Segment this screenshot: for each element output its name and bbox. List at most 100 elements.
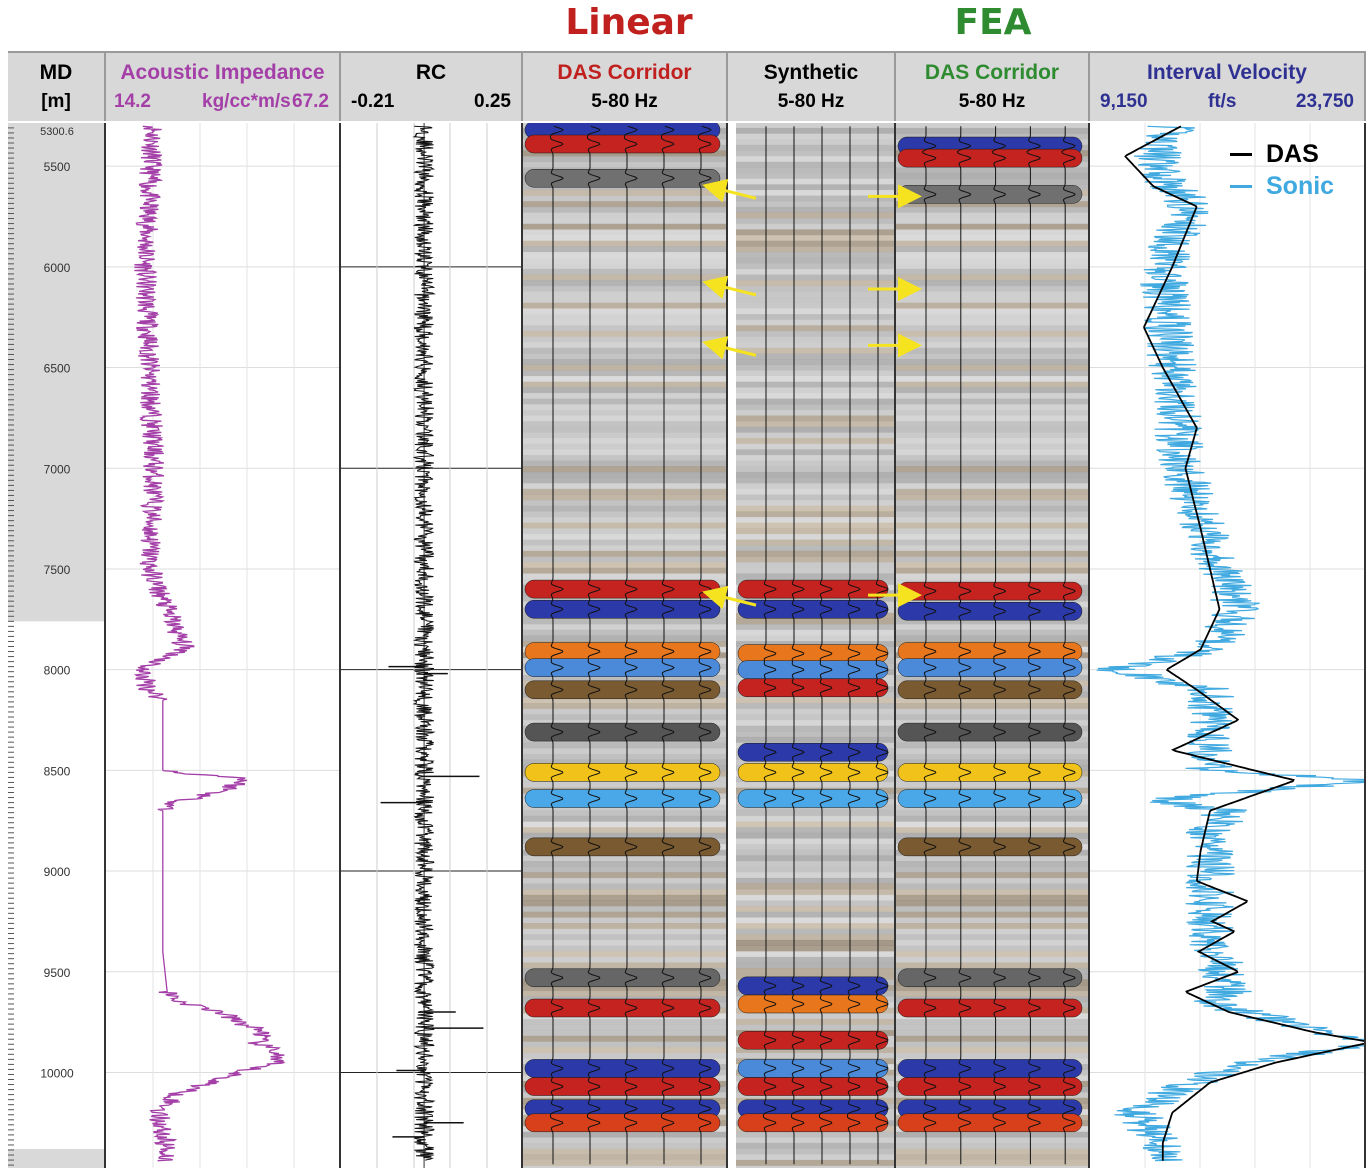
corridor-texture (896, 500, 1088, 507)
corridor-texture (896, 923, 1088, 930)
corridor-band (897, 1077, 1083, 1096)
corridor-texture (523, 235, 726, 242)
corridor-texture (896, 421, 1088, 428)
corridor-texture (523, 539, 726, 546)
das-fea-band: 5-80 Hz (958, 91, 1026, 112)
corridor-texture (896, 917, 1088, 924)
corridor-texture (896, 1041, 1088, 1048)
rc-track (341, 123, 523, 1168)
corridor-texture (736, 1137, 894, 1144)
corridor-texture (896, 522, 1088, 529)
corridor-texture (523, 516, 726, 523)
corridor-texture (736, 376, 894, 383)
corridor-texture (523, 291, 726, 298)
corridor-texture (736, 708, 894, 715)
corridor-band (524, 134, 721, 154)
corridor-texture (736, 443, 894, 450)
corridor-band (897, 602, 1083, 621)
corridor-band (737, 660, 889, 679)
corridor-texture (736, 246, 894, 253)
corridor-texture (736, 827, 894, 834)
corridor-texture (523, 251, 726, 258)
das-fea-track (896, 123, 1090, 1168)
corridor-texture (523, 815, 726, 822)
corridor-texture (896, 703, 1088, 710)
corridor-texture (736, 911, 894, 918)
corridor-texture (523, 415, 726, 422)
corridor-texture (523, 246, 726, 253)
corridor-band (737, 789, 889, 808)
corridor-texture (736, 297, 894, 304)
corridor-texture (736, 1148, 894, 1155)
corridor-texture (736, 1159, 894, 1166)
corridor-texture (523, 906, 726, 913)
corridor-band (524, 1077, 721, 1096)
corridor-texture (896, 364, 1088, 371)
corridor-texture (896, 827, 1088, 834)
corridor-texture (896, 263, 1088, 270)
corridor-band (897, 763, 1083, 782)
corridor-wiggle (1026, 126, 1042, 1165)
das-curve (1124, 125, 1364, 1161)
corridor-texture (736, 866, 894, 873)
corridor-band (897, 581, 1083, 601)
corridor-texture (736, 962, 894, 969)
corridor-texture (896, 562, 1088, 569)
corridor-texture (736, 860, 894, 867)
synthetic-track (728, 123, 896, 1168)
corridor-texture (896, 906, 1088, 913)
corridor-texture (736, 703, 894, 710)
corridor-texture (523, 877, 726, 884)
das-fea-track-header: DAS Corridor 5-80 Hz (896, 53, 1090, 121)
corridor-texture (736, 173, 894, 180)
corridor-texture (896, 990, 1088, 997)
corridor-texture (896, 815, 1088, 822)
corridor-texture (896, 866, 1088, 873)
corridor-texture (736, 956, 894, 963)
corridor-texture (896, 381, 1088, 388)
corridor-texture (896, 1142, 1088, 1149)
corridor-texture (736, 161, 894, 168)
corridor-texture (523, 263, 726, 270)
corridor-texture (523, 923, 726, 930)
corridor-texture (523, 432, 726, 439)
corridor-texture (523, 782, 726, 789)
corridor-texture (736, 562, 894, 569)
md-tick-label: 5300.6 (40, 126, 74, 138)
corridor-texture (736, 483, 894, 490)
corridor-texture (523, 748, 726, 755)
corridor-texture (523, 443, 726, 450)
corridor-texture (896, 223, 1088, 230)
corridor-texture (896, 488, 1088, 495)
corridor-texture (736, 872, 894, 879)
corridor-texture (523, 471, 726, 478)
corridor-texture (736, 595, 894, 602)
corridor-texture (896, 297, 1088, 304)
corridor-texture (523, 533, 726, 540)
corridor-band (897, 658, 1083, 677)
corridor-texture (736, 212, 894, 219)
corridor-texture (523, 562, 726, 569)
corridor-texture (523, 398, 726, 405)
corridor-texture (736, 1154, 894, 1161)
corridor-texture (896, 753, 1088, 760)
corridor-texture (736, 409, 894, 416)
corridor-texture (896, 911, 1088, 918)
corridor-texture (896, 714, 1088, 721)
corridor-texture (523, 911, 726, 918)
legend-sonic-swatch (1230, 184, 1252, 188)
rc-max: 0.25 (474, 91, 511, 112)
corridor-texture (736, 522, 894, 529)
corridor-texture (896, 533, 1088, 540)
md-depth-axis: 5300.6 5500 6000 6500 7000 7500 8000 8500 9000 95… (8, 123, 104, 1168)
corridor-texture (736, 353, 894, 360)
corridor-band (524, 968, 721, 988)
corridor-texture (736, 201, 894, 208)
corridor-texture (896, 313, 1088, 320)
corridor-texture (523, 832, 726, 839)
ai-max: 67.2 (292, 91, 329, 112)
corridor-band (524, 789, 721, 808)
corridor-texture (523, 313, 726, 320)
corridor-texture (523, 161, 726, 168)
corridor-texture (523, 342, 726, 349)
